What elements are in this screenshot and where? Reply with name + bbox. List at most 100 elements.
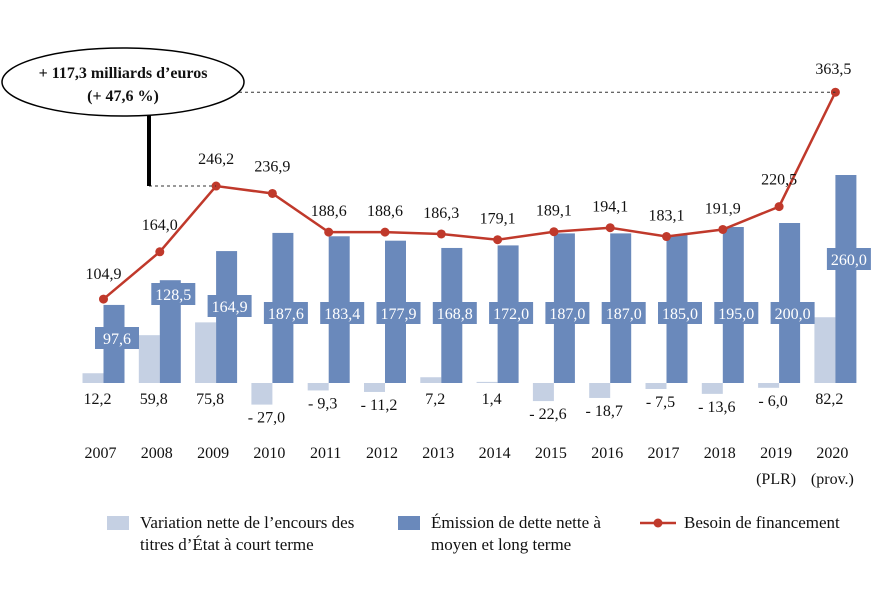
financing-label-2019: 220,5: [761, 172, 797, 189]
short-term-bar-2007: [82, 373, 104, 383]
x-sublabel-2020: (prov.): [811, 471, 854, 488]
financing-point-2018: [718, 224, 728, 234]
financing-point-2014: [493, 235, 503, 245]
long-term-label-bg-2017: [658, 302, 702, 324]
short-term-bar-2008: [138, 335, 160, 383]
x-tick-2007: 2007: [85, 445, 117, 462]
x-axis: 2007 2008 2009 2010 2011 2012 2013 2014 2015 2016…: [85, 445, 854, 488]
long-term-label-2016: 187,0: [606, 306, 642, 323]
long-term-bars: [103, 175, 857, 383]
short-term-label-2007: 12,2: [84, 391, 112, 408]
long-term-label-2007: 97,6: [103, 331, 131, 348]
long-term-label-bg-2007: [95, 327, 139, 349]
x-tick-2017: 2017: [648, 445, 680, 462]
long-term-bar-2008: [159, 280, 181, 383]
financing-label-2017: 183,1: [649, 208, 685, 225]
short-term-label-2010: - 27,0: [248, 410, 285, 427]
short-term-label-2014: 1,4: [482, 391, 502, 408]
legend-swatch-long-term: [398, 516, 420, 530]
financing-point-2013: [436, 229, 446, 239]
short-term-bar-2018: [701, 383, 723, 394]
short-term-label-2018: - 13,6: [698, 399, 735, 416]
long-term-label-2011: 183,4: [324, 306, 360, 323]
long-term-label-2017: 185,0: [662, 306, 698, 323]
financing-label-2016: 194,1: [592, 199, 628, 216]
x-tick-2011: 2011: [310, 445, 341, 462]
long-term-label-bg-2020: [826, 248, 871, 270]
financing-label-2015: 189,1: [536, 203, 572, 220]
short-term-bar-2012: [364, 383, 385, 392]
short-term-label-2012: - 11,2: [361, 397, 398, 414]
short-term-bar-2014: [476, 381, 498, 383]
long-term-bar-2020: [835, 175, 857, 383]
financing-label-2020: 363,5: [815, 61, 851, 78]
short-term-bars: [82, 317, 836, 405]
long-term-label-bg-2009: [207, 295, 252, 317]
financing-label-2012: 188,6: [367, 203, 403, 220]
financing-label-2009: 246,2: [198, 151, 234, 168]
short-term-label-2020: 82,2: [815, 391, 843, 408]
short-term-label-2009: 75,8: [196, 391, 224, 408]
long-term-label-bg-2011: [320, 302, 365, 324]
long-term-label-2008: 128,5: [155, 287, 191, 304]
long-term-label-2014: 172,0: [493, 306, 529, 323]
x-tick-2016: 2016: [591, 445, 623, 462]
x-tick-2019: 2019: [760, 445, 792, 462]
financing-label-2014: 179,1: [480, 211, 516, 228]
financing-point-2011: [324, 227, 334, 237]
long-term-label-2012: 177,9: [381, 306, 417, 323]
short-term-bar-2019: [758, 383, 780, 388]
short-term-label-2015: - 22,6: [529, 406, 566, 423]
financing-point-2007: [99, 294, 108, 304]
short-term-bar-2010: [251, 383, 273, 405]
short-term-bar-2009: [195, 322, 217, 383]
legend-line-marker: [640, 518, 676, 528]
x-tick-2009: 2009: [197, 445, 229, 462]
financing-label-2018: 191,9: [705, 200, 741, 217]
short-term-bar-2013: [420, 377, 442, 383]
short-term-bar-2011: [307, 383, 329, 391]
long-term-label-bg-2008: [151, 283, 196, 305]
annotation-text-percent: (+ 47,6 %): [87, 88, 159, 105]
x-tick-2010: 2010: [253, 445, 285, 462]
long-term-label-bg-2013: [432, 302, 477, 324]
financing-point-2010: [267, 188, 277, 198]
legend-swatch-short-term: [107, 516, 129, 530]
financing-line: [99, 87, 840, 304]
financing-label-2007: 104,9: [86, 266, 122, 283]
data-labels: 97,6 128,5 164,9 187,6 183,4 177,9 168,8 172,0 1…: [84, 61, 871, 427]
financing-label-2011: 188,6: [311, 203, 347, 220]
short-term-bar-2016: [589, 383, 611, 398]
long-term-label-2018: 195,0: [718, 306, 754, 323]
long-term-label-2010: 187,6: [268, 306, 304, 323]
long-term-label-2013: 168,8: [437, 306, 473, 323]
x-tick-2015: 2015: [535, 445, 567, 462]
annotation: + 117,3 milliards d’euros (+ 47,6 %): [1, 47, 836, 187]
legend-label-short-term: Variation nette de l’encours des titres …: [140, 513, 355, 554]
long-term-label-bg-2012: [376, 302, 421, 324]
short-term-bar-2017: [645, 383, 667, 389]
financing-point-2015: [549, 227, 559, 237]
short-term-bar-2015: [532, 383, 554, 402]
financing-label-2008: 164,0: [142, 217, 178, 234]
financing-point-2016: [605, 223, 615, 233]
x-sublabel-2019: (PLR): [756, 471, 796, 488]
short-term-label-2016: - 18,7: [586, 403, 623, 420]
long-term-label-2015: 187,0: [549, 306, 585, 323]
legend-label-long-term: Émission de dette nette à moyen et long …: [431, 513, 601, 554]
financing-label-2010: 236,9: [254, 158, 290, 175]
short-term-label-2017: - 7,5: [646, 394, 675, 411]
long-term-label-2009: 164,9: [212, 299, 248, 316]
long-term-label-2019: 200,0: [775, 306, 811, 323]
short-term-bar-2020: [814, 317, 836, 383]
financing-point-2019: [774, 202, 784, 212]
financing-point-2008: [155, 247, 165, 257]
long-term-label-bg-2010: [263, 302, 308, 324]
long-term-label-bg-2014: [489, 302, 534, 324]
short-term-label-2013: 7,2: [425, 391, 445, 408]
x-tick-2013: 2013: [422, 445, 454, 462]
x-tick-2020: 2020: [816, 445, 848, 462]
long-term-bar-2009: [216, 251, 238, 383]
short-term-label-2008: 59,8: [140, 391, 168, 408]
